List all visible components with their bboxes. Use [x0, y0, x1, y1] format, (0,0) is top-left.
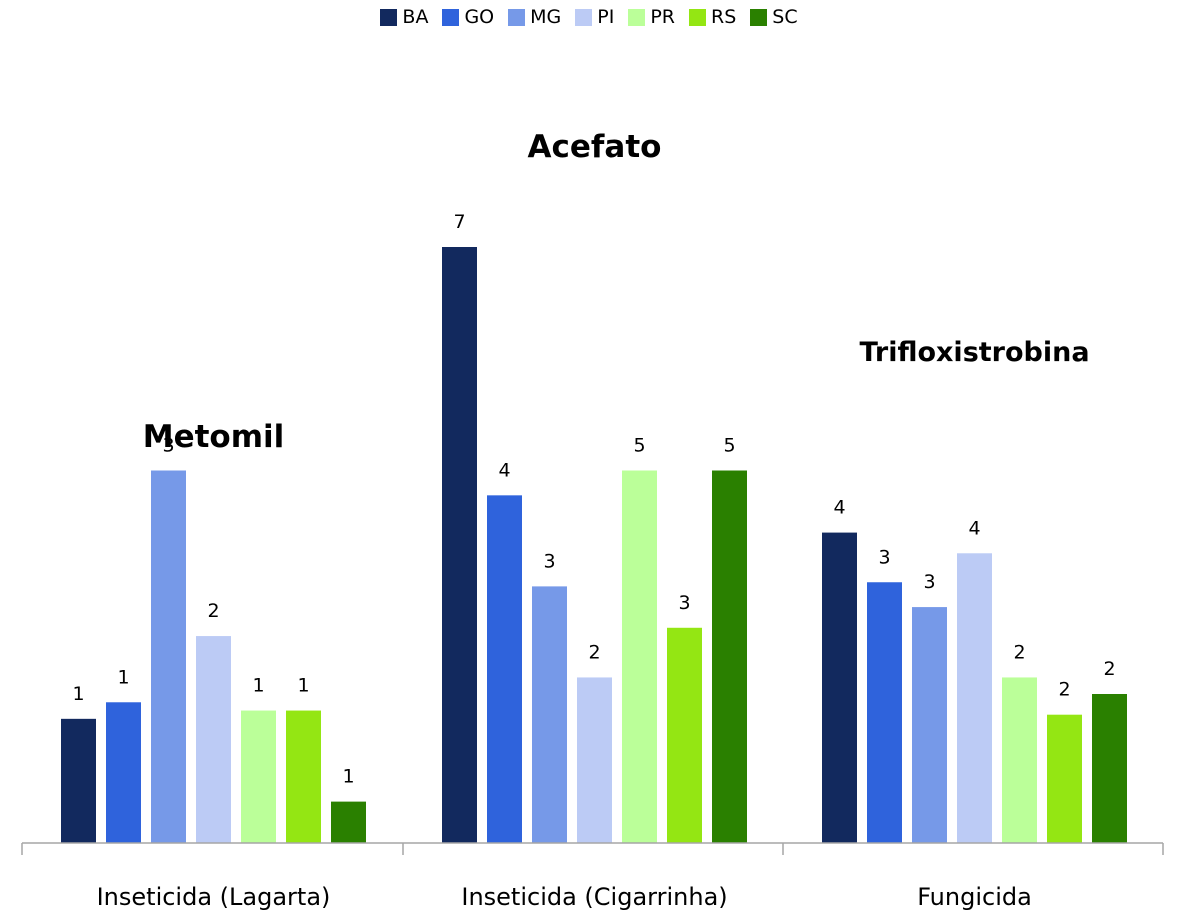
legend-swatch: [508, 8, 526, 26]
bar-sc-group-2: [712, 470, 747, 843]
legend-item-ba: BA: [380, 6, 428, 28]
bar-value-label: 1: [342, 766, 354, 788]
legend-swatch: [689, 8, 706, 26]
bar-value-label: 2: [1058, 679, 1070, 701]
bar-pr-group-2: [622, 470, 657, 843]
legend-item-sc: SC: [750, 6, 798, 28]
bars-layer: [61, 247, 1127, 843]
legend-item-mg: MG: [508, 6, 561, 28]
legend-swatch: [575, 8, 593, 26]
legend-swatch: [628, 8, 646, 26]
bar-pi-group-2: [577, 677, 612, 843]
legend-label: BA: [402, 6, 429, 28]
bar-mg-group-2: [532, 586, 567, 843]
category-label: Inseticida (Cigarrinha): [461, 883, 727, 910]
bar-ba-group-1: [61, 718, 96, 843]
bar-pi-group-1: [196, 636, 231, 843]
bar-mg-group-3: [912, 607, 947, 843]
bar-sc-group-3: [1092, 694, 1127, 843]
bar-go-group-3: [867, 582, 902, 843]
bar-value-label: 1: [297, 675, 309, 697]
bar-mg-group-1: [151, 470, 186, 843]
legend-label: SC: [772, 6, 798, 28]
legend-label: RS: [711, 6, 737, 28]
bar-pr-group-1: [241, 710, 276, 843]
legend-item-pr: PR: [628, 6, 675, 28]
legend-swatch: [750, 8, 768, 26]
bar-value-label: 3: [678, 592, 690, 614]
bar-value-label: 3: [162, 435, 174, 457]
bar-value-label: 2: [1013, 641, 1025, 663]
bar-value-label: 1: [252, 675, 264, 697]
bar-value-label: 3: [923, 571, 935, 593]
bar-rs-group-3: [1047, 714, 1082, 843]
legend-item-go: GO: [442, 6, 494, 28]
bar-value-label: 7: [453, 211, 465, 233]
bar-value-label: 2: [207, 600, 219, 622]
bar-sc-group-1: [331, 801, 366, 843]
bar-value-label: 4: [968, 517, 980, 539]
category-label: Fungicida: [917, 883, 1032, 910]
legend-item-rs: RS: [689, 6, 736, 28]
bar-pr-group-3: [1002, 677, 1037, 843]
bar-value-label: 1: [72, 683, 84, 705]
bar-rs-group-2: [667, 627, 702, 843]
bar-value-label: 2: [588, 641, 600, 663]
group-title: Metomil: [143, 419, 285, 455]
bar-value-label: 3: [878, 546, 890, 568]
bar-value-label: 3: [543, 550, 555, 572]
x-axis: [21, 842, 1164, 855]
bar-value-label: 1: [117, 666, 129, 688]
bar-pi-group-3: [957, 553, 992, 843]
bar-go-group-1: [106, 702, 141, 843]
bar-rs-group-1: [286, 710, 321, 843]
legend-swatch: [442, 8, 460, 26]
legend-swatch: [380, 8, 398, 26]
labels-layer: 1 1 3 2 1 1 1 Metomil Inseticida (Lagarta) 7 4 3 2 5 3…: [72, 129, 1115, 910]
bar-value-label: 4: [833, 497, 845, 519]
legend-item-pi: PI: [575, 6, 614, 28]
bar-ba-group-2: [442, 247, 477, 843]
legend: BA GO MG PI PR RS SC: [0, 6, 1178, 28]
bar-value-label: 5: [723, 435, 735, 457]
legend-label: GO: [464, 6, 495, 28]
category-label: Inseticida (Lagarta): [97, 883, 331, 910]
legend-label: PI: [597, 6, 615, 28]
bar-value-label: 2: [1103, 658, 1115, 680]
legend-label: MG: [530, 6, 562, 28]
group-title: Acefato: [528, 129, 662, 165]
bar-value-label: 5: [633, 435, 645, 457]
bar-ba-group-3: [822, 532, 857, 843]
legend-label: PR: [650, 6, 675, 28]
bar-value-label: 4: [498, 459, 510, 481]
group-title: Trifloxistrobina: [859, 337, 1089, 368]
bar-go-group-2: [487, 495, 522, 843]
